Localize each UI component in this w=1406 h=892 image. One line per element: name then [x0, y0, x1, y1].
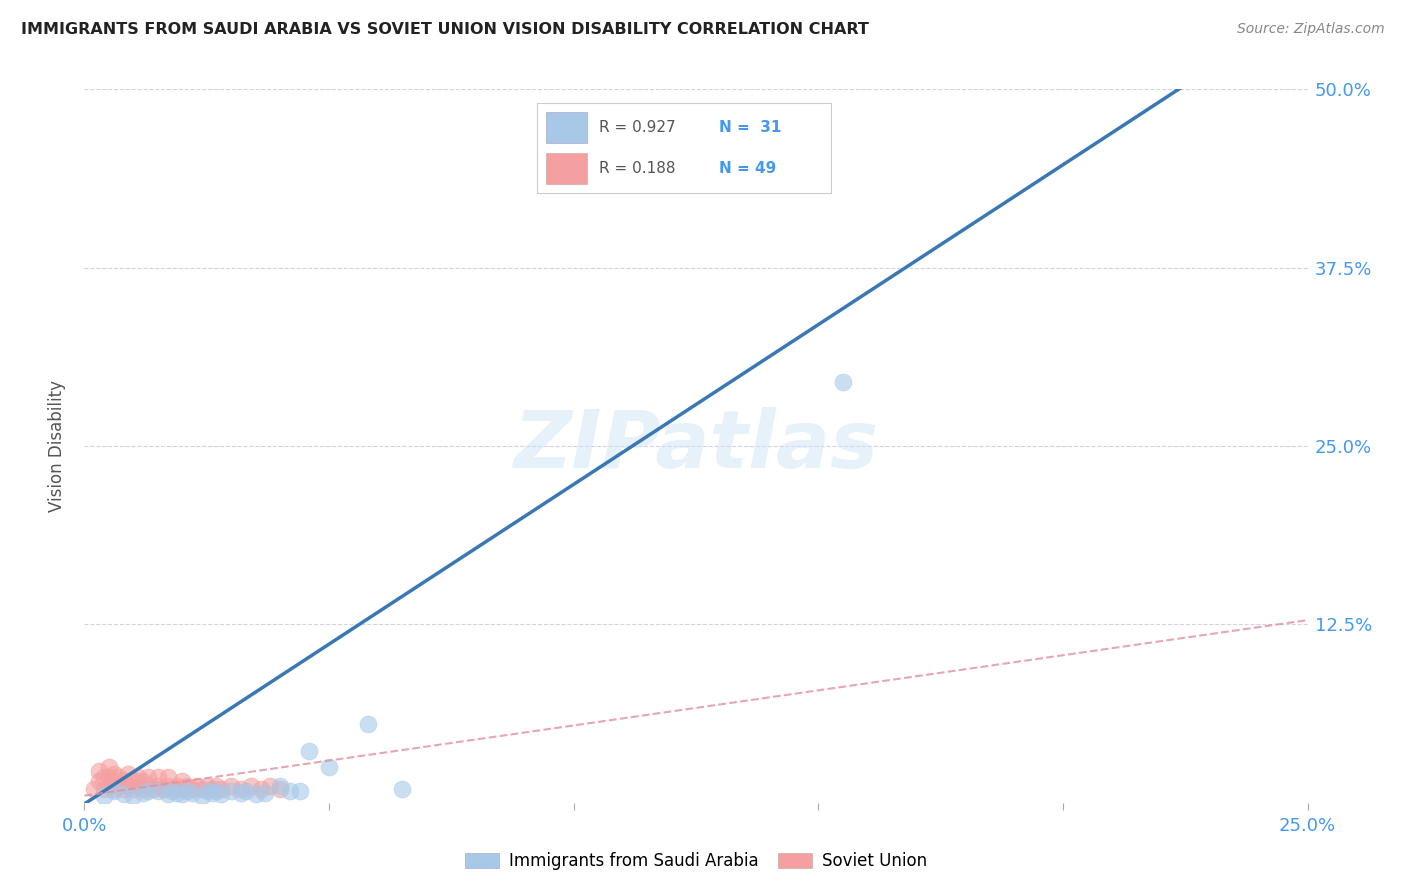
Point — [195, 784, 218, 798]
Point — [112, 774, 135, 789]
Point — [235, 784, 257, 798]
Point — [205, 784, 228, 798]
Text: IMMIGRANTS FROM SAUDI ARABIA VS SOVIET UNION VISION DISABILITY CORRELATION CHART: IMMIGRANTS FROM SAUDI ARABIA VS SOVIET U… — [21, 22, 869, 37]
Point — [191, 781, 214, 796]
Point — [200, 781, 222, 796]
Point — [136, 770, 159, 784]
Point — [132, 781, 155, 796]
Point — [172, 774, 194, 789]
Point — [172, 787, 194, 801]
Point — [166, 779, 188, 793]
Point — [122, 789, 145, 803]
Point — [254, 786, 277, 800]
Legend: Immigrants from Saudi Arabia, Soviet Union: Immigrants from Saudi Arabia, Soviet Uni… — [458, 846, 934, 877]
Point — [93, 789, 115, 803]
Point — [205, 779, 228, 793]
Point — [156, 779, 179, 793]
Point — [318, 760, 340, 774]
Point — [186, 779, 208, 793]
Point — [132, 774, 155, 789]
Point — [269, 781, 291, 796]
Point — [172, 781, 194, 796]
Point — [122, 772, 145, 787]
Point — [127, 770, 149, 784]
Point — [391, 781, 413, 796]
Point — [156, 787, 179, 801]
Point — [176, 784, 198, 798]
Point — [87, 764, 110, 779]
Point — [132, 786, 155, 800]
Point — [162, 781, 184, 796]
Point — [288, 784, 311, 798]
Point — [117, 779, 139, 793]
Y-axis label: Vision Disability: Vision Disability — [48, 380, 66, 512]
Point — [181, 781, 204, 796]
Point — [103, 767, 125, 781]
Point — [219, 784, 242, 798]
Point — [245, 787, 267, 801]
Point — [136, 779, 159, 793]
Point — [209, 781, 232, 796]
Point — [103, 774, 125, 789]
Point — [83, 781, 105, 796]
Point — [191, 789, 214, 803]
Point — [97, 770, 120, 784]
Point — [97, 779, 120, 793]
Point — [831, 375, 853, 389]
Point — [112, 781, 135, 796]
Point — [122, 781, 145, 796]
Point — [162, 784, 184, 798]
Point — [146, 770, 169, 784]
Point — [93, 770, 115, 784]
Point — [229, 781, 252, 796]
Text: Source: ZipAtlas.com: Source: ZipAtlas.com — [1237, 22, 1385, 37]
Point — [229, 786, 252, 800]
Point — [156, 770, 179, 784]
Point — [209, 787, 232, 801]
Text: ZIPatlas: ZIPatlas — [513, 407, 879, 485]
Point — [357, 717, 380, 731]
Point — [93, 781, 115, 796]
Point — [200, 786, 222, 800]
Point — [127, 779, 149, 793]
Point — [278, 784, 301, 798]
Point — [146, 779, 169, 793]
Point — [112, 787, 135, 801]
Point — [239, 779, 262, 793]
Point — [136, 784, 159, 798]
Point — [87, 774, 110, 789]
Point — [142, 781, 165, 796]
Point — [103, 784, 125, 798]
Point — [103, 781, 125, 796]
Point — [298, 744, 321, 758]
Point — [195, 779, 218, 793]
Point — [107, 770, 129, 784]
Point — [166, 786, 188, 800]
Point — [176, 779, 198, 793]
Point — [97, 760, 120, 774]
Point — [146, 784, 169, 798]
Point — [269, 779, 291, 793]
Point — [219, 779, 242, 793]
Point — [249, 781, 271, 796]
Point — [259, 779, 281, 793]
Point — [117, 767, 139, 781]
Point — [181, 786, 204, 800]
Point — [107, 779, 129, 793]
Point — [152, 781, 174, 796]
